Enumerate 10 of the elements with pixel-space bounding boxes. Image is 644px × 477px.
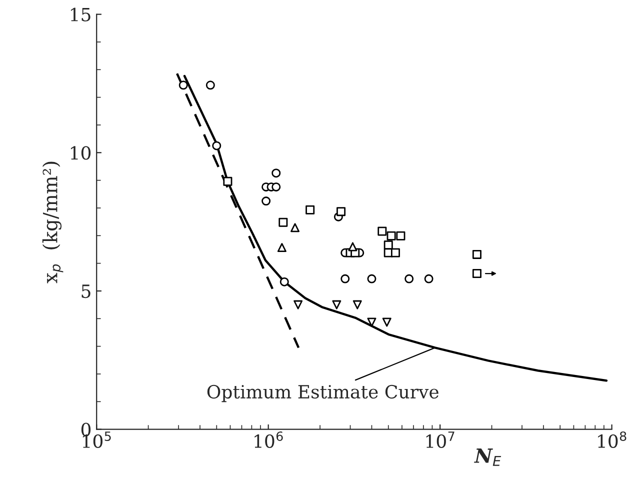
y-tick-label: 5 <box>82 284 90 298</box>
x-tick-label: 10$^{7}$ <box>426 432 454 448</box>
y-tick-label: 10 <box>70 146 91 160</box>
x-axis-title: N$_{E}$ <box>474 448 502 466</box>
x-tick-label: 10$^{6}$ <box>254 431 283 448</box>
annotation: Optimum Estimate Curve <box>207 384 438 402</box>
y-axis-title: x$_{p}$ (kg/mm²) <box>42 162 64 284</box>
y-tick-label: 15 <box>70 8 90 22</box>
y-tick-label: 0 <box>81 422 91 436</box>
x-tick-label: 10$^{8}$ <box>598 431 626 448</box>
